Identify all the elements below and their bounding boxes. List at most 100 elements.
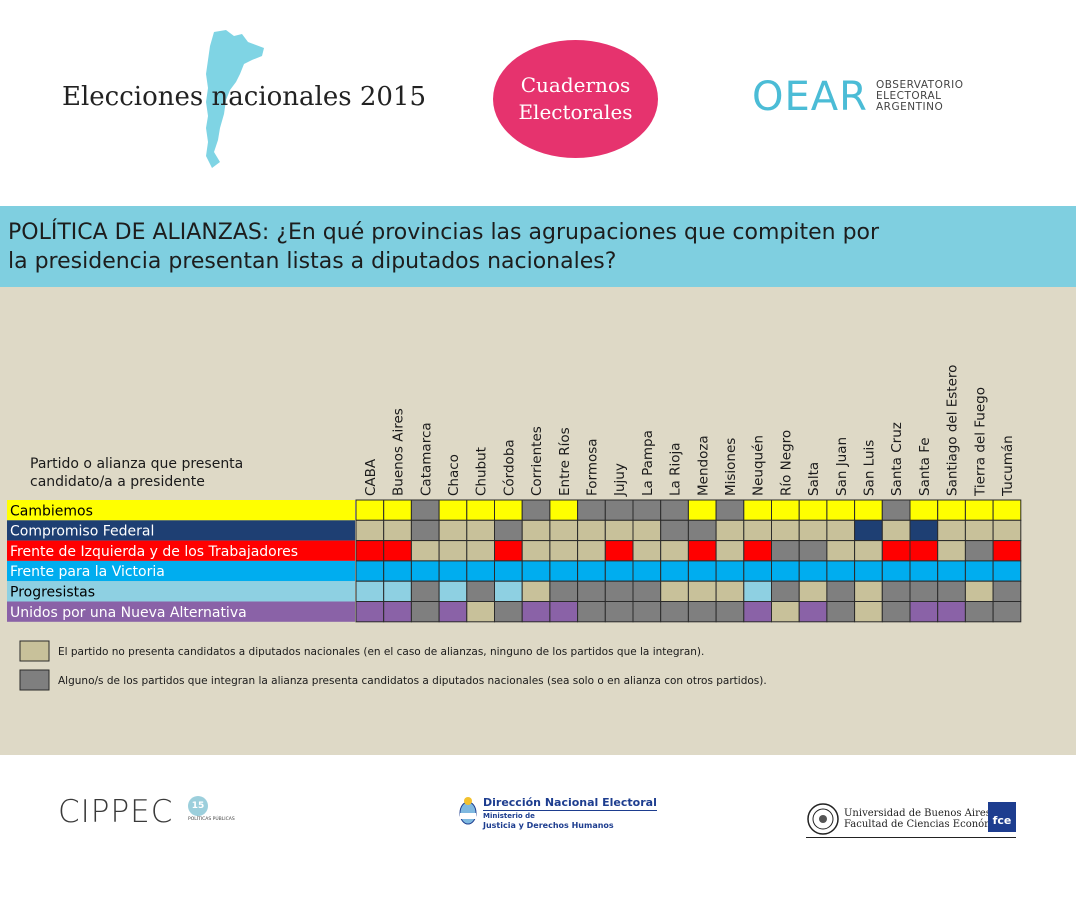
province-label: Entre Ríos <box>557 427 573 496</box>
table-cell <box>992 519 1022 542</box>
uba-name: Universidad de Buenos Aires <box>844 808 991 819</box>
table-cell <box>909 601 939 623</box>
table-cell <box>355 519 385 542</box>
table-cell <box>355 540 385 562</box>
uba-faculty: Facultad de Ciencias Económicas <box>844 819 1014 830</box>
table-cell <box>909 560 939 582</box>
table-cell <box>604 560 634 582</box>
table-cell <box>687 560 717 582</box>
table-cell <box>798 580 828 603</box>
table-cell <box>355 601 385 623</box>
table-cell <box>826 499 856 521</box>
table-cell <box>410 601 440 623</box>
table-cell <box>687 601 717 623</box>
table-cell <box>577 560 606 582</box>
table-cell <box>604 499 634 521</box>
table-cell <box>466 580 495 603</box>
province-label: Neuquén <box>751 435 767 496</box>
table-cell <box>715 499 745 521</box>
table-cell <box>881 580 911 603</box>
party-label-bg <box>7 601 355 622</box>
table-cell <box>854 580 883 603</box>
table-cell <box>438 540 468 562</box>
table-cell <box>383 499 412 521</box>
province-label: Tierra del Fuego <box>972 387 988 497</box>
table-cell <box>355 499 385 521</box>
party-label: Unidos por una Nueva Alternativa <box>10 605 247 621</box>
table-cell <box>466 540 495 562</box>
table-cell <box>992 499 1022 521</box>
header-title: Elecciones nacionales 2015 <box>62 82 427 112</box>
table-cell <box>937 519 966 542</box>
table-cell <box>798 601 828 623</box>
table-cell <box>410 580 440 603</box>
table-cell <box>438 580 468 603</box>
table-cell <box>632 519 662 542</box>
table-cell <box>743 601 772 623</box>
table-cell <box>660 499 689 521</box>
province-label: Mendoza <box>695 435 711 496</box>
table-cell <box>577 499 606 521</box>
province-label: Santa Fe <box>917 437 933 496</box>
table-cell <box>715 601 745 623</box>
party-label: Cambiemos <box>10 503 93 519</box>
table-cell <box>687 519 717 542</box>
dne-title: Dirección Nacional Electoral <box>483 796 657 811</box>
party-label-bg <box>7 560 355 582</box>
table-cell <box>521 560 551 582</box>
legend-swatch <box>19 669 50 691</box>
table-cell <box>494 519 523 542</box>
table-cell <box>937 499 966 521</box>
table-cell <box>355 580 385 603</box>
table-cell <box>549 601 579 623</box>
table-cell <box>798 540 828 562</box>
cippec-15-badge: 15 <box>188 796 208 816</box>
table-cell <box>937 540 966 562</box>
table-cell <box>604 601 634 623</box>
table-cell <box>715 540 745 562</box>
table-cell <box>909 519 939 542</box>
argentina-map-icon <box>206 30 264 168</box>
table-cell <box>438 601 468 623</box>
table-cell <box>632 560 662 582</box>
cippec-logo: CIPPEC <box>58 794 174 830</box>
party-label: Frente de Izquierda y de los Trabajadore… <box>10 544 298 560</box>
table-cell <box>438 560 468 582</box>
table-cell <box>577 601 606 623</box>
table-cell <box>577 580 606 603</box>
party-label-bg <box>7 500 355 521</box>
table-cell <box>881 560 911 582</box>
table-cell <box>771 499 800 521</box>
dne-justicia: Justicia y Derechos Humanos <box>483 821 614 830</box>
table-cell <box>743 540 772 562</box>
table-cell <box>826 540 856 562</box>
table-cell <box>466 601 495 623</box>
fce-logo: fce <box>988 802 1016 832</box>
table-cell <box>494 580 523 603</box>
province-label: Formosa <box>584 438 600 496</box>
table-cell <box>466 499 495 521</box>
table-cell <box>383 540 412 562</box>
table-cell <box>687 580 717 603</box>
table-cell <box>383 519 412 542</box>
table-cell <box>632 540 662 562</box>
party-label: Compromiso Federal <box>10 524 154 540</box>
oear-line2: ELECTORAL <box>876 90 942 102</box>
table-cell <box>660 540 689 562</box>
province-label: San Luis <box>861 440 877 496</box>
oear-subtitle: OBSERVATORIO ELECTORAL ARGENTINO <box>876 80 964 113</box>
uba-seal-icon <box>807 803 839 835</box>
uba-rule <box>806 837 1016 838</box>
province-label: Santa Cruz <box>889 422 905 496</box>
party-label-bg <box>7 540 355 561</box>
table-cell <box>854 601 883 623</box>
province-label: Corrientes <box>529 426 545 496</box>
table-cell <box>937 580 966 603</box>
table-cell <box>549 580 579 603</box>
table-cell <box>604 580 634 603</box>
oear-line1: OBSERVATORIO <box>876 79 964 91</box>
table-cell <box>964 601 994 623</box>
table-cell <box>881 499 911 521</box>
table-cell <box>383 601 412 623</box>
